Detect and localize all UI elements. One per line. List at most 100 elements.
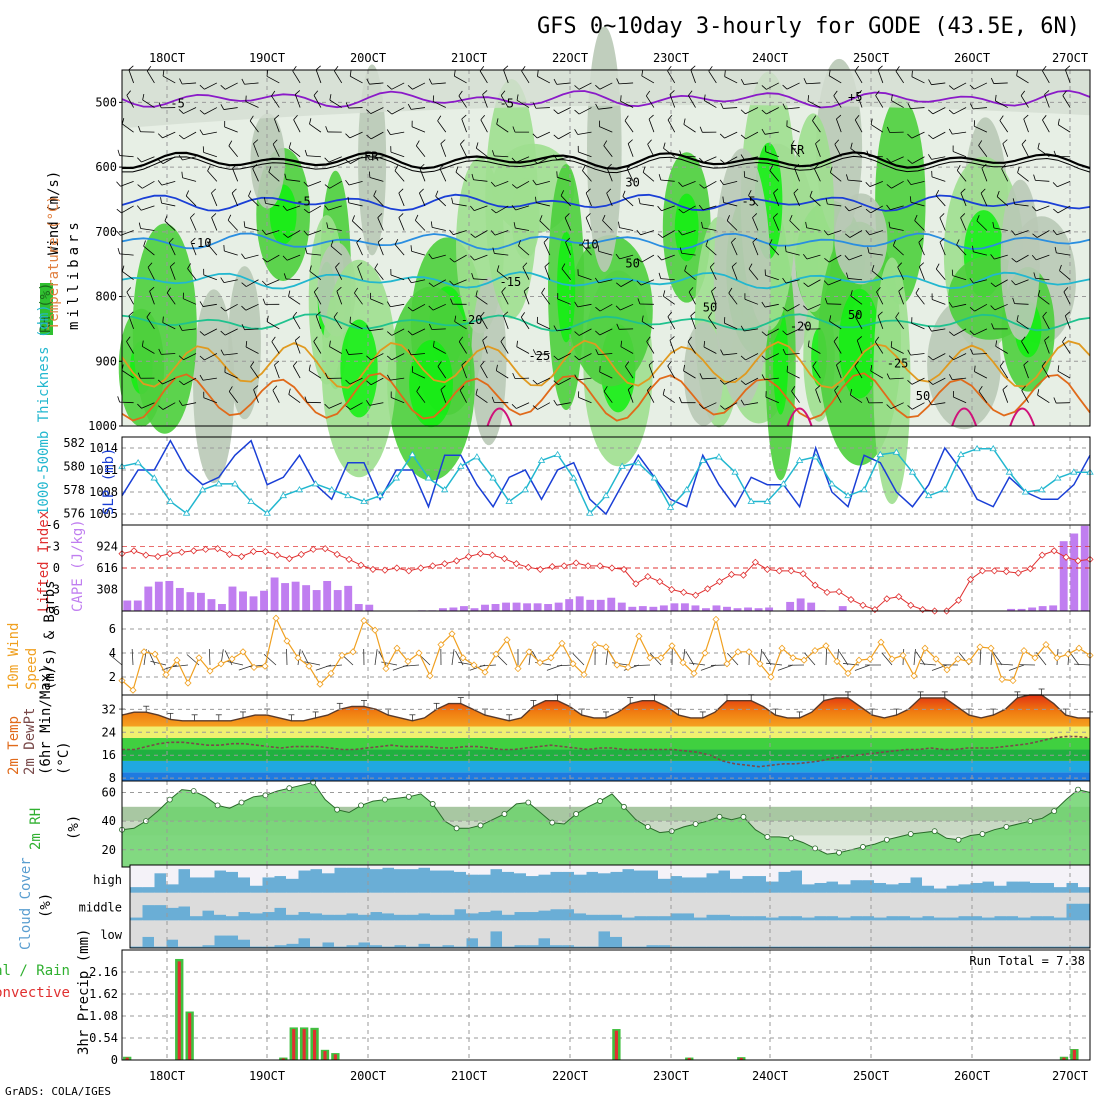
- wind-barb: [412, 371, 426, 379]
- wind-barb: [667, 365, 676, 379]
- cloud-clear-cell: [778, 865, 791, 872]
- wind-barb-flag: [794, 163, 800, 169]
- wind-barb: [437, 366, 447, 379]
- wind-barb: [271, 341, 280, 354]
- wind-barb: [577, 303, 592, 308]
- wind-barb-flag: [178, 109, 184, 114]
- wind-barb: [854, 119, 863, 133]
- wind-barb-flag: [678, 208, 684, 214]
- cloud-clear-cell: [778, 892, 791, 917]
- thickness-tick-label: 576: [63, 506, 85, 520]
- wind-barb: [848, 278, 863, 281]
- wind-barb: [253, 143, 259, 157]
- wind-barb: [932, 131, 946, 140]
- wind-barb-flag: [1053, 150, 1057, 157]
- wind-barb-flag: [658, 174, 662, 181]
- wind-barb: [849, 230, 863, 238]
- wind-barb: [748, 268, 759, 280]
- precip-convective-bar: [1062, 1057, 1066, 1060]
- wind-barb: [500, 95, 509, 108]
- cloud-clear-cell: [334, 865, 347, 868]
- cloud-clear-cell: [250, 892, 263, 914]
- li-point: [656, 578, 664, 586]
- wind-barb: [391, 107, 405, 115]
- wind-barb-flag: [669, 90, 675, 95]
- cloud-clear-cell: [1042, 920, 1055, 947]
- wind-barb-flag: [386, 301, 391, 307]
- wind-barb: [440, 143, 447, 157]
- cloud-clear-cell: [274, 865, 287, 877]
- wind-barb: [764, 131, 779, 135]
- cloud-clear-cell: [574, 920, 587, 947]
- wind-barb-flag: [475, 290, 478, 297]
- wind-barb: [475, 394, 488, 404]
- li-point: [225, 550, 234, 558]
- wind-barb-flag: [261, 280, 267, 286]
- wind-barb: [537, 402, 551, 410]
- wind-barb: [207, 244, 218, 256]
- cloud-clear-cell: [238, 892, 251, 913]
- wind-barb: [411, 279, 426, 284]
- precip-convective-bar: [739, 1057, 743, 1060]
- wind-barb-flag: [890, 341, 893, 348]
- cloud-clear-cell: [646, 920, 659, 946]
- wind-barb-flag: [245, 341, 248, 348]
- wind-barb-flag: [345, 179, 350, 186]
- cape-bar: [438, 608, 447, 611]
- wind-barb: [910, 107, 925, 110]
- cloud-clear-cell: [634, 865, 647, 871]
- wind-barb-flag: [782, 330, 788, 336]
- wind-barb: [974, 371, 988, 379]
- precip-legend-convective: Convective: [0, 985, 70, 1001]
- wind-barb: [480, 316, 488, 330]
- wind-barb: [537, 322, 551, 330]
- wind-barb-flag: [907, 103, 911, 109]
- wind-barb-flag: [701, 221, 703, 228]
- wind-barb-flag: [268, 166, 272, 173]
- cloud-clear-cell: [766, 892, 779, 918]
- cloud-clear-cell: [730, 865, 743, 879]
- wind-barb-flag: [711, 286, 717, 292]
- wind-barb: [785, 353, 800, 355]
- wind-barb-flag: [187, 263, 191, 269]
- li-point: [1014, 569, 1022, 577]
- wind-barb-flag: [516, 340, 518, 347]
- cloud-clear-cell: [418, 865, 431, 868]
- wind-barb: [897, 266, 905, 280]
- wind-barb: [307, 180, 322, 187]
- upper-dry-layer: [122, 70, 1090, 129]
- cloud-clear-cell: [850, 865, 863, 881]
- wind-barb: [516, 346, 530, 354]
- thickness-point: [763, 497, 772, 504]
- wind-barb-flag: [158, 348, 162, 355]
- wind-barb: [146, 316, 155, 330]
- wind-barb-flag: [948, 331, 955, 336]
- cloud-clear-cell: [142, 920, 155, 937]
- wind-barb: [412, 303, 426, 312]
- wind-barb-flag: [553, 399, 558, 406]
- li-point: [596, 562, 604, 570]
- wind-barb: [911, 76, 925, 84]
- wind-barb-flag: [602, 214, 606, 221]
- wind-speed-point: [437, 641, 445, 649]
- li-tick-label: -3: [46, 540, 60, 554]
- wind-barb-flag: [553, 78, 558, 85]
- wind-barb: [997, 663, 1014, 666]
- wind-barb: [460, 144, 467, 157]
- wind-barb-flag: [511, 403, 517, 409]
- wind-barb-flag: [178, 154, 183, 161]
- wind-barb: [329, 180, 342, 189]
- wind-barb-flag: [581, 239, 586, 245]
- wind-barb: [211, 217, 218, 231]
- wind-barb-flag: [1054, 246, 1057, 253]
- wind-barb-flag: [253, 385, 259, 390]
- wind-barb-flag: [345, 379, 351, 385]
- wind-barb: [640, 230, 655, 236]
- wind-barb: [390, 377, 405, 381]
- wind-barb: [585, 217, 592, 231]
- wind-barb-flag: [574, 85, 580, 90]
- wind-barb-flag: [315, 311, 321, 317]
- wind-barb: [292, 365, 301, 379]
- wind-speed-point: [789, 654, 797, 662]
- wind-barb: [394, 244, 405, 256]
